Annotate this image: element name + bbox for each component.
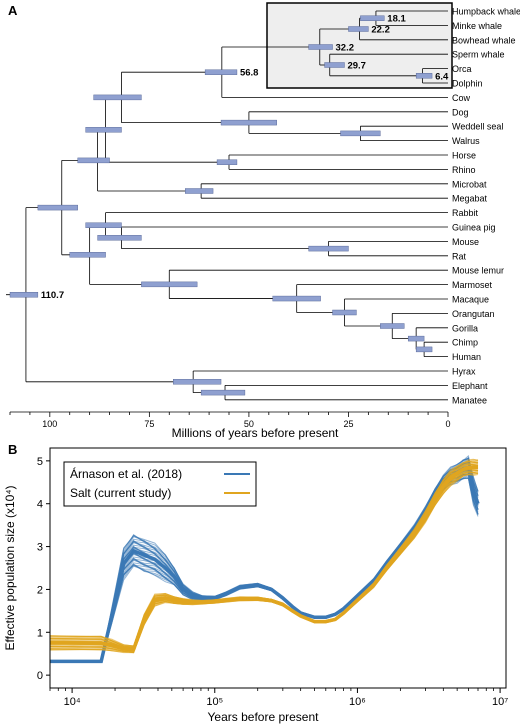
node-age-label: 32.2 <box>336 43 355 54</box>
legend: Árnason et al. (2018) Salt (current stud… <box>63 461 257 507</box>
node-age-label: 22.2 <box>371 25 390 36</box>
node-age-bar <box>332 309 357 316</box>
node-age-bar <box>348 26 369 32</box>
plot-axes: 0 1 2 3 4 5 10⁴ 10⁵ 10⁶ 10⁷ <box>37 456 508 708</box>
x-tick-label: 10⁵ <box>206 696 223 708</box>
node-age-bar <box>69 252 106 258</box>
time-tick-label: 75 <box>144 419 154 429</box>
taxon-label: Orca <box>452 64 472 74</box>
taxon-label: Megabat <box>452 194 488 204</box>
node-age-bar <box>173 379 222 385</box>
taxon-label: Macaque <box>452 295 489 305</box>
x-tick-label: 10⁷ <box>492 696 508 708</box>
node-age-bar <box>360 15 385 21</box>
taxon-label: Manatee <box>452 395 487 405</box>
taxon-label: Rabbit <box>452 208 479 218</box>
time-tick-label: 0 <box>445 419 450 429</box>
legend-label-arnason: Árnason et al. (2018) <box>70 466 182 481</box>
taxon-label: Microbat <box>452 179 487 189</box>
node-age-bar <box>9 291 39 298</box>
taxon-label: Orangutan <box>452 309 495 319</box>
node-age-label: 18.1 <box>387 14 406 25</box>
node-age-bar <box>407 335 425 342</box>
psmc-panel: B 0 1 2 3 4 5 10⁴ 10⁵ 10⁶ 10⁷ Years before presen… <box>3 442 508 724</box>
main-curve <box>50 465 478 652</box>
panel-b-label: B <box>8 442 17 457</box>
time-axis-label: Millions of years before present <box>172 426 339 440</box>
y-tick-label: 1 <box>37 627 43 639</box>
node-age-label: 56.8 <box>240 68 258 79</box>
node-age-bar <box>85 127 122 133</box>
node-age-bar <box>93 94 142 101</box>
taxon-label: Human <box>452 352 481 362</box>
taxon-label: Dolphin <box>452 79 483 89</box>
taxa-labels: Humpback whale Minke whale Bowhead whale Sp… <box>452 7 520 406</box>
node-age-bar <box>85 222 122 228</box>
x-tick-label: 10⁶ <box>349 696 366 708</box>
node-age-label: 110.7 <box>41 290 64 301</box>
plot-frame <box>49 447 507 689</box>
node-age-bar <box>37 204 78 211</box>
legend-label-salt: Salt (current study) <box>70 486 171 500</box>
taxon-label: Guinea pig <box>452 223 496 233</box>
taxon-label: Sperm whale <box>452 50 505 60</box>
taxon-label: Rat <box>452 251 467 261</box>
node-age-bar <box>340 130 381 137</box>
node-age-label: 6.4 <box>435 71 449 82</box>
taxon-label: Mouse <box>452 237 479 247</box>
node-age-bar <box>200 389 246 396</box>
time-axis: 100 75 50 25 0 <box>9 411 451 429</box>
node-age-bar <box>204 69 238 75</box>
node-age-bar <box>184 188 214 194</box>
node-age-bar <box>77 157 110 164</box>
node-age-bar <box>216 159 238 165</box>
node-age-bar <box>415 346 433 353</box>
taxon-label: Mouse lemur <box>452 266 504 276</box>
time-tick-label: 25 <box>343 419 353 429</box>
node-age-bar <box>308 44 333 50</box>
y-axis-label: Effective population size (x10⁴) <box>3 485 17 650</box>
taxon-label: Hyrax <box>452 367 476 377</box>
node-age-bars <box>9 15 433 396</box>
x-axis-label: Years before present <box>208 710 320 724</box>
node-age-bar <box>308 245 349 252</box>
y-tick-label: 4 <box>37 499 43 511</box>
time-tick-label: 100 <box>42 419 57 429</box>
y-tick-label: 0 <box>37 670 43 682</box>
x-tick-label: 10⁴ <box>64 696 81 708</box>
taxon-label: Humpback whale <box>452 7 520 17</box>
node-age-label: 29.7 <box>347 61 366 72</box>
y-tick-label: 5 <box>37 456 43 468</box>
taxon-label: Horse <box>452 151 476 161</box>
taxon-label: Minke whale <box>452 21 502 31</box>
node-age-bar <box>415 73 433 79</box>
node-age-bar <box>97 235 142 241</box>
taxon-label: Elephant <box>452 381 488 391</box>
time-tick-label: 50 <box>244 419 254 429</box>
taxon-label: Cow <box>452 93 471 103</box>
series-salt <box>49 458 479 654</box>
node-age-labels: 18.122.2 6.4 29.7 32.2 56.8 110.7 <box>41 14 449 301</box>
phylogeny-panel: A Humpback whale Minke whale Bowhead whale… <box>6 2 520 440</box>
population-curves <box>49 454 480 664</box>
y-tick-label: 3 <box>37 542 43 554</box>
node-age-bar <box>380 323 405 329</box>
taxon-label: Weddell seal <box>452 122 503 132</box>
taxon-label: Rhino <box>452 165 476 175</box>
y-tick-label: 2 <box>37 584 43 596</box>
node-age-bar <box>220 119 277 126</box>
taxon-label: Marmoset <box>452 280 493 290</box>
taxon-label: Bowhead whale <box>452 35 516 45</box>
node-age-bar <box>141 281 198 288</box>
node-age-bar <box>324 62 345 68</box>
panel-a-label: A <box>8 3 18 18</box>
node-age-bar <box>272 295 321 302</box>
legend-box <box>63 461 257 507</box>
taxon-label: Walrus <box>452 136 480 146</box>
taxon-label: Chimp <box>452 338 478 348</box>
taxon-label: Dog <box>452 107 469 117</box>
taxon-label: Gorilla <box>452 323 478 333</box>
